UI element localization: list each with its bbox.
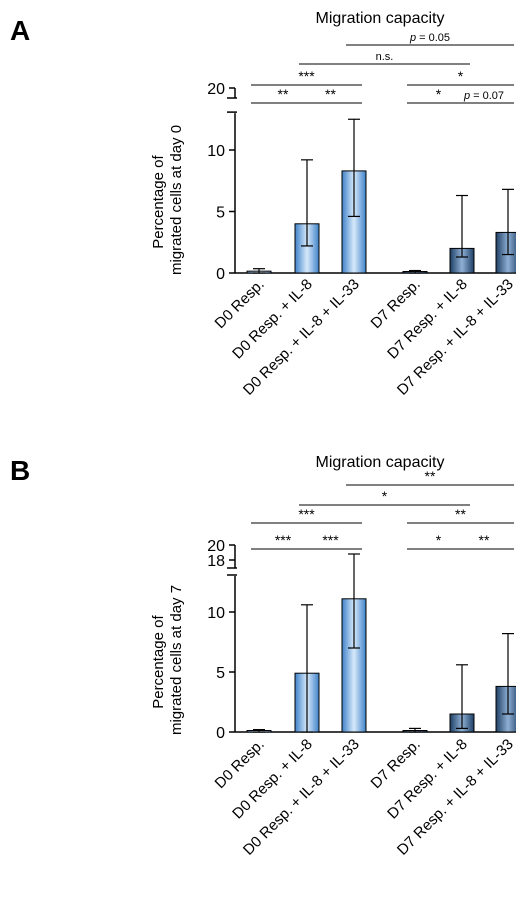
significance-label: n.s. — [376, 51, 394, 63]
y-tick-label: 5 — [216, 665, 225, 682]
significance-label: ** — [479, 532, 490, 548]
y-tick-label: 10 — [207, 143, 225, 160]
y-tick-label: 20 — [207, 538, 225, 555]
significance-label: ** — [325, 86, 336, 102]
y-axis-label: Percentage of migrated cells at day 0 — [150, 125, 185, 275]
significance-label: *** — [298, 68, 315, 84]
significance-label: p = 0.07 — [463, 90, 504, 102]
significance-brackets: *** *** * ***** ***** — [251, 468, 514, 550]
bar — [495, 685, 516, 733]
significance-label: * — [436, 86, 442, 102]
significance-label: * — [436, 532, 442, 548]
x-tick-labels: D0 Resp.D0 Resp. + IL-8D0 Resp. + IL-8 +… — [212, 276, 516, 399]
axes: 0 5 10 20 — [207, 81, 516, 283]
y-tick-label: 0 — [216, 725, 225, 742]
x-tick-labels: D0 Resp.D0 Resp. + IL-8D0 Resp. + IL-8 +… — [212, 736, 516, 859]
significance-brackets: ** ** * p = 0.07*** *n.s.p = 0.05 — [251, 32, 514, 104]
y-tick-label: 5 — [216, 205, 225, 222]
p-value: = 0.05 — [416, 32, 450, 44]
y-axis-label-line-2: migrated cells at day 0 — [168, 125, 185, 275]
significance-label: *** — [298, 506, 315, 522]
significance-label: *** — [275, 532, 292, 548]
significance-label: * — [458, 68, 464, 84]
panel-label: B — [10, 455, 30, 486]
bars — [246, 553, 516, 733]
y-axis-label-line-1: Percentage of — [150, 155, 167, 249]
y-axis-label: Percentage of migrated cells at day 7 — [150, 585, 185, 735]
significance-label: * — [382, 488, 388, 504]
significance-label: p = 0.05 — [409, 32, 450, 44]
p-symbol: p — [463, 90, 470, 102]
significance-label: *** — [322, 532, 339, 548]
y-axis-label-line-2: migrated cells at day 7 — [168, 585, 185, 735]
chart-title: Migration capacity — [316, 454, 445, 471]
significance-label: ** — [455, 506, 466, 522]
bars — [246, 118, 516, 274]
p-symbol: p — [409, 32, 416, 44]
panel-b: B Migration capacity Percentage of migra… — [10, 454, 516, 859]
x-tick-label: D7 Resp. + IL-8 — [384, 736, 471, 823]
chart-title: Migration capacity — [316, 10, 445, 27]
p-value: = 0.07 — [470, 90, 504, 102]
y-tick-label: 10 — [207, 605, 225, 622]
y-axis-label-line-1: Percentage of — [150, 615, 167, 709]
panel-a: A Migration capacity Percentage of migra… — [10, 10, 516, 399]
x-tick-label: D7 Resp. + IL-8 — [384, 276, 471, 363]
significance-label: ** — [278, 86, 289, 102]
y-tick-label: 20 — [207, 81, 225, 98]
y-tick-label: 18 — [207, 553, 225, 570]
significance-label: ** — [425, 468, 436, 484]
panel-label: A — [10, 15, 30, 46]
bar — [495, 231, 516, 274]
y-tick-label: 0 — [216, 266, 225, 283]
